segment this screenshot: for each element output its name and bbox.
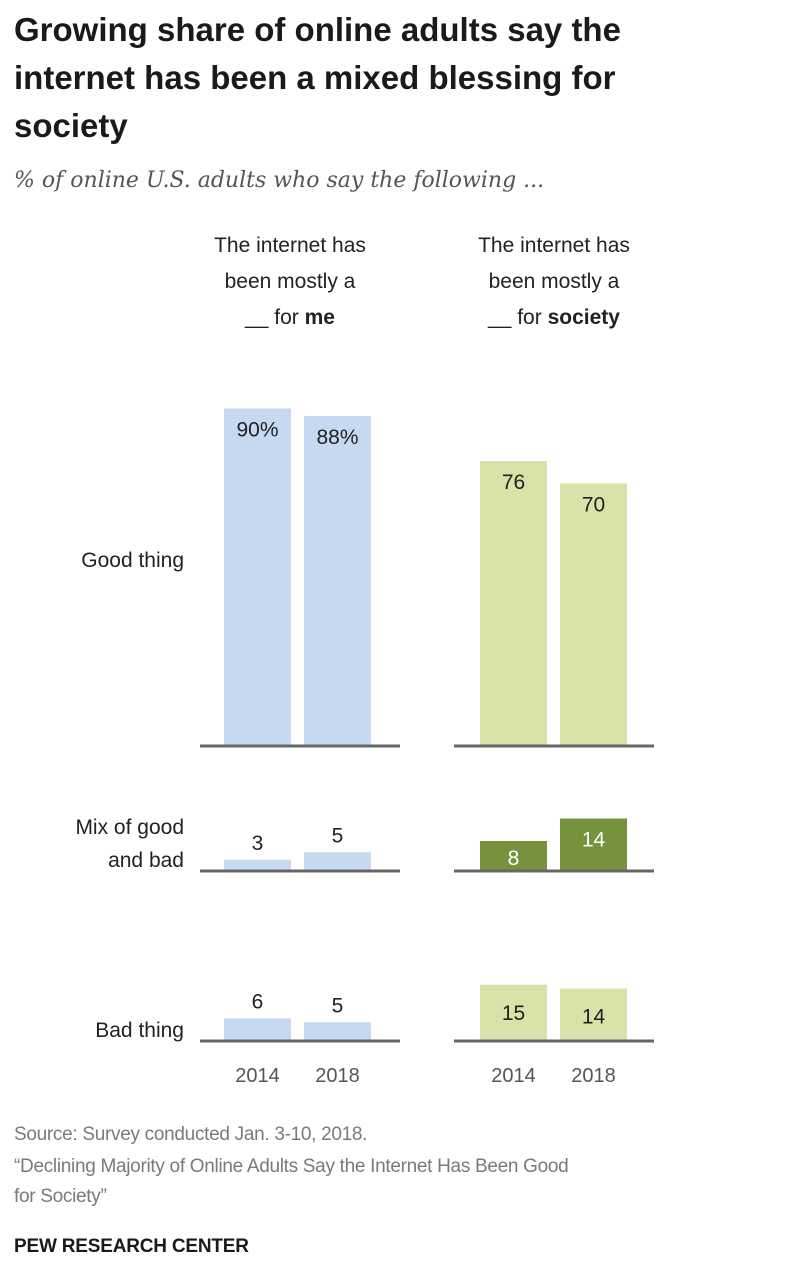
data-label: 3 bbox=[252, 832, 264, 855]
bar-chart: Good thing 90% 88% 76 70 Mix of good and bad 3 5… bbox=[75, 408, 654, 1087]
data-label: 5 bbox=[332, 994, 344, 1017]
column-header-line: __ for society bbox=[446, 300, 662, 336]
column-header-line: __ for me bbox=[182, 300, 398, 336]
column-header-line: been mostly a bbox=[488, 270, 620, 293]
data-label: 5 bbox=[332, 824, 344, 847]
title-line: internet has been a mixed blessing for bbox=[14, 59, 616, 96]
row-label: Good thing bbox=[81, 549, 184, 572]
column-header-prefix: __ for bbox=[488, 306, 548, 329]
row-label: Bad thing bbox=[95, 1019, 184, 1042]
data-label: 8 bbox=[508, 847, 520, 870]
chart-subtitle: % of online U.S. adults who say the foll… bbox=[14, 168, 545, 193]
data-label: 6 bbox=[252, 991, 264, 1014]
bar bbox=[480, 461, 547, 746]
row-label: Mix of good bbox=[75, 816, 184, 839]
bar bbox=[224, 859, 291, 871]
source-note: “Declining Majority of Online Adults Say… bbox=[14, 1156, 569, 1177]
bar bbox=[480, 841, 547, 871]
data-label: 15 bbox=[502, 1002, 525, 1025]
column-header-society: The internet has been mostly a __ for so… bbox=[446, 228, 662, 336]
column-header-line: The internet has bbox=[478, 234, 630, 257]
bar bbox=[224, 408, 291, 746]
data-label: 88% bbox=[316, 426, 358, 449]
bar bbox=[224, 1018, 291, 1041]
x-tick-label: 2014 bbox=[491, 1065, 536, 1087]
brand-name: PEW RESEARCH CENTER bbox=[14, 1236, 249, 1257]
data-label: 90% bbox=[236, 419, 278, 442]
title-line: society bbox=[14, 107, 128, 144]
x-tick-label: 2018 bbox=[571, 1065, 616, 1087]
column-header-me: The internet has been mostly a __ for me bbox=[182, 228, 398, 336]
data-label: 14 bbox=[582, 829, 606, 852]
column-header-line: been mostly a bbox=[224, 270, 356, 293]
bar bbox=[304, 1022, 371, 1041]
x-tick-label: 2014 bbox=[235, 1065, 280, 1087]
data-label: 70 bbox=[582, 494, 605, 517]
bar bbox=[304, 416, 371, 746]
data-label: 76 bbox=[502, 471, 525, 494]
title-line: Growing share of online adults say the bbox=[14, 11, 621, 48]
row-label: and bad bbox=[108, 849, 184, 872]
column-header-line: The internet has bbox=[214, 234, 366, 257]
source-note: Source: Survey conducted Jan. 3-10, 2018… bbox=[14, 1124, 368, 1145]
data-label: 14 bbox=[582, 1006, 606, 1029]
bar bbox=[560, 818, 627, 871]
column-header-prefix: __ for bbox=[245, 306, 305, 329]
bar bbox=[560, 483, 627, 746]
x-tick-label: 2018 bbox=[315, 1065, 360, 1087]
bar bbox=[560, 988, 627, 1041]
bar bbox=[480, 984, 547, 1041]
column-header-bold: society bbox=[547, 306, 620, 329]
bar bbox=[304, 852, 371, 871]
source-note: for Society” bbox=[14, 1186, 107, 1207]
column-header-bold: me bbox=[304, 306, 335, 329]
chart-title: Growing share of online adults say the i… bbox=[14, 6, 794, 150]
